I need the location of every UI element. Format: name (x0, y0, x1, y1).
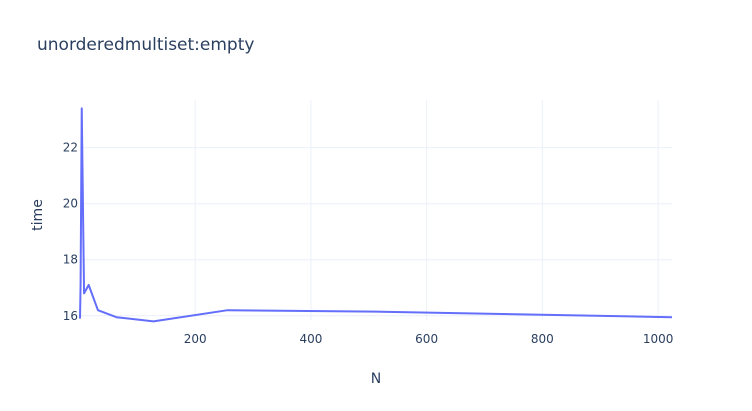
x-axis-title: N (371, 371, 381, 387)
chart-title: unorderedmultiset:empty (37, 35, 254, 55)
y-tick-label: 22 (63, 141, 78, 155)
x-tick-label: 400 (299, 332, 322, 346)
y-tick-label: 20 (63, 197, 78, 211)
x-tick-label: 600 (415, 332, 438, 346)
y-tick-label: 16 (63, 309, 78, 323)
x-tick-label: 200 (184, 332, 207, 346)
grid (80, 100, 672, 320)
x-tick-label: 1000 (643, 332, 674, 346)
x-tick-label: 800 (531, 332, 554, 346)
series-line-0 (79, 107, 673, 323)
series-layer (79, 107, 673, 323)
tick-labels: 200 400 600 800 1000 16 18 20 22 (63, 141, 674, 346)
y-axis-title: time (30, 199, 46, 231)
y-tick-label: 18 (63, 253, 78, 267)
